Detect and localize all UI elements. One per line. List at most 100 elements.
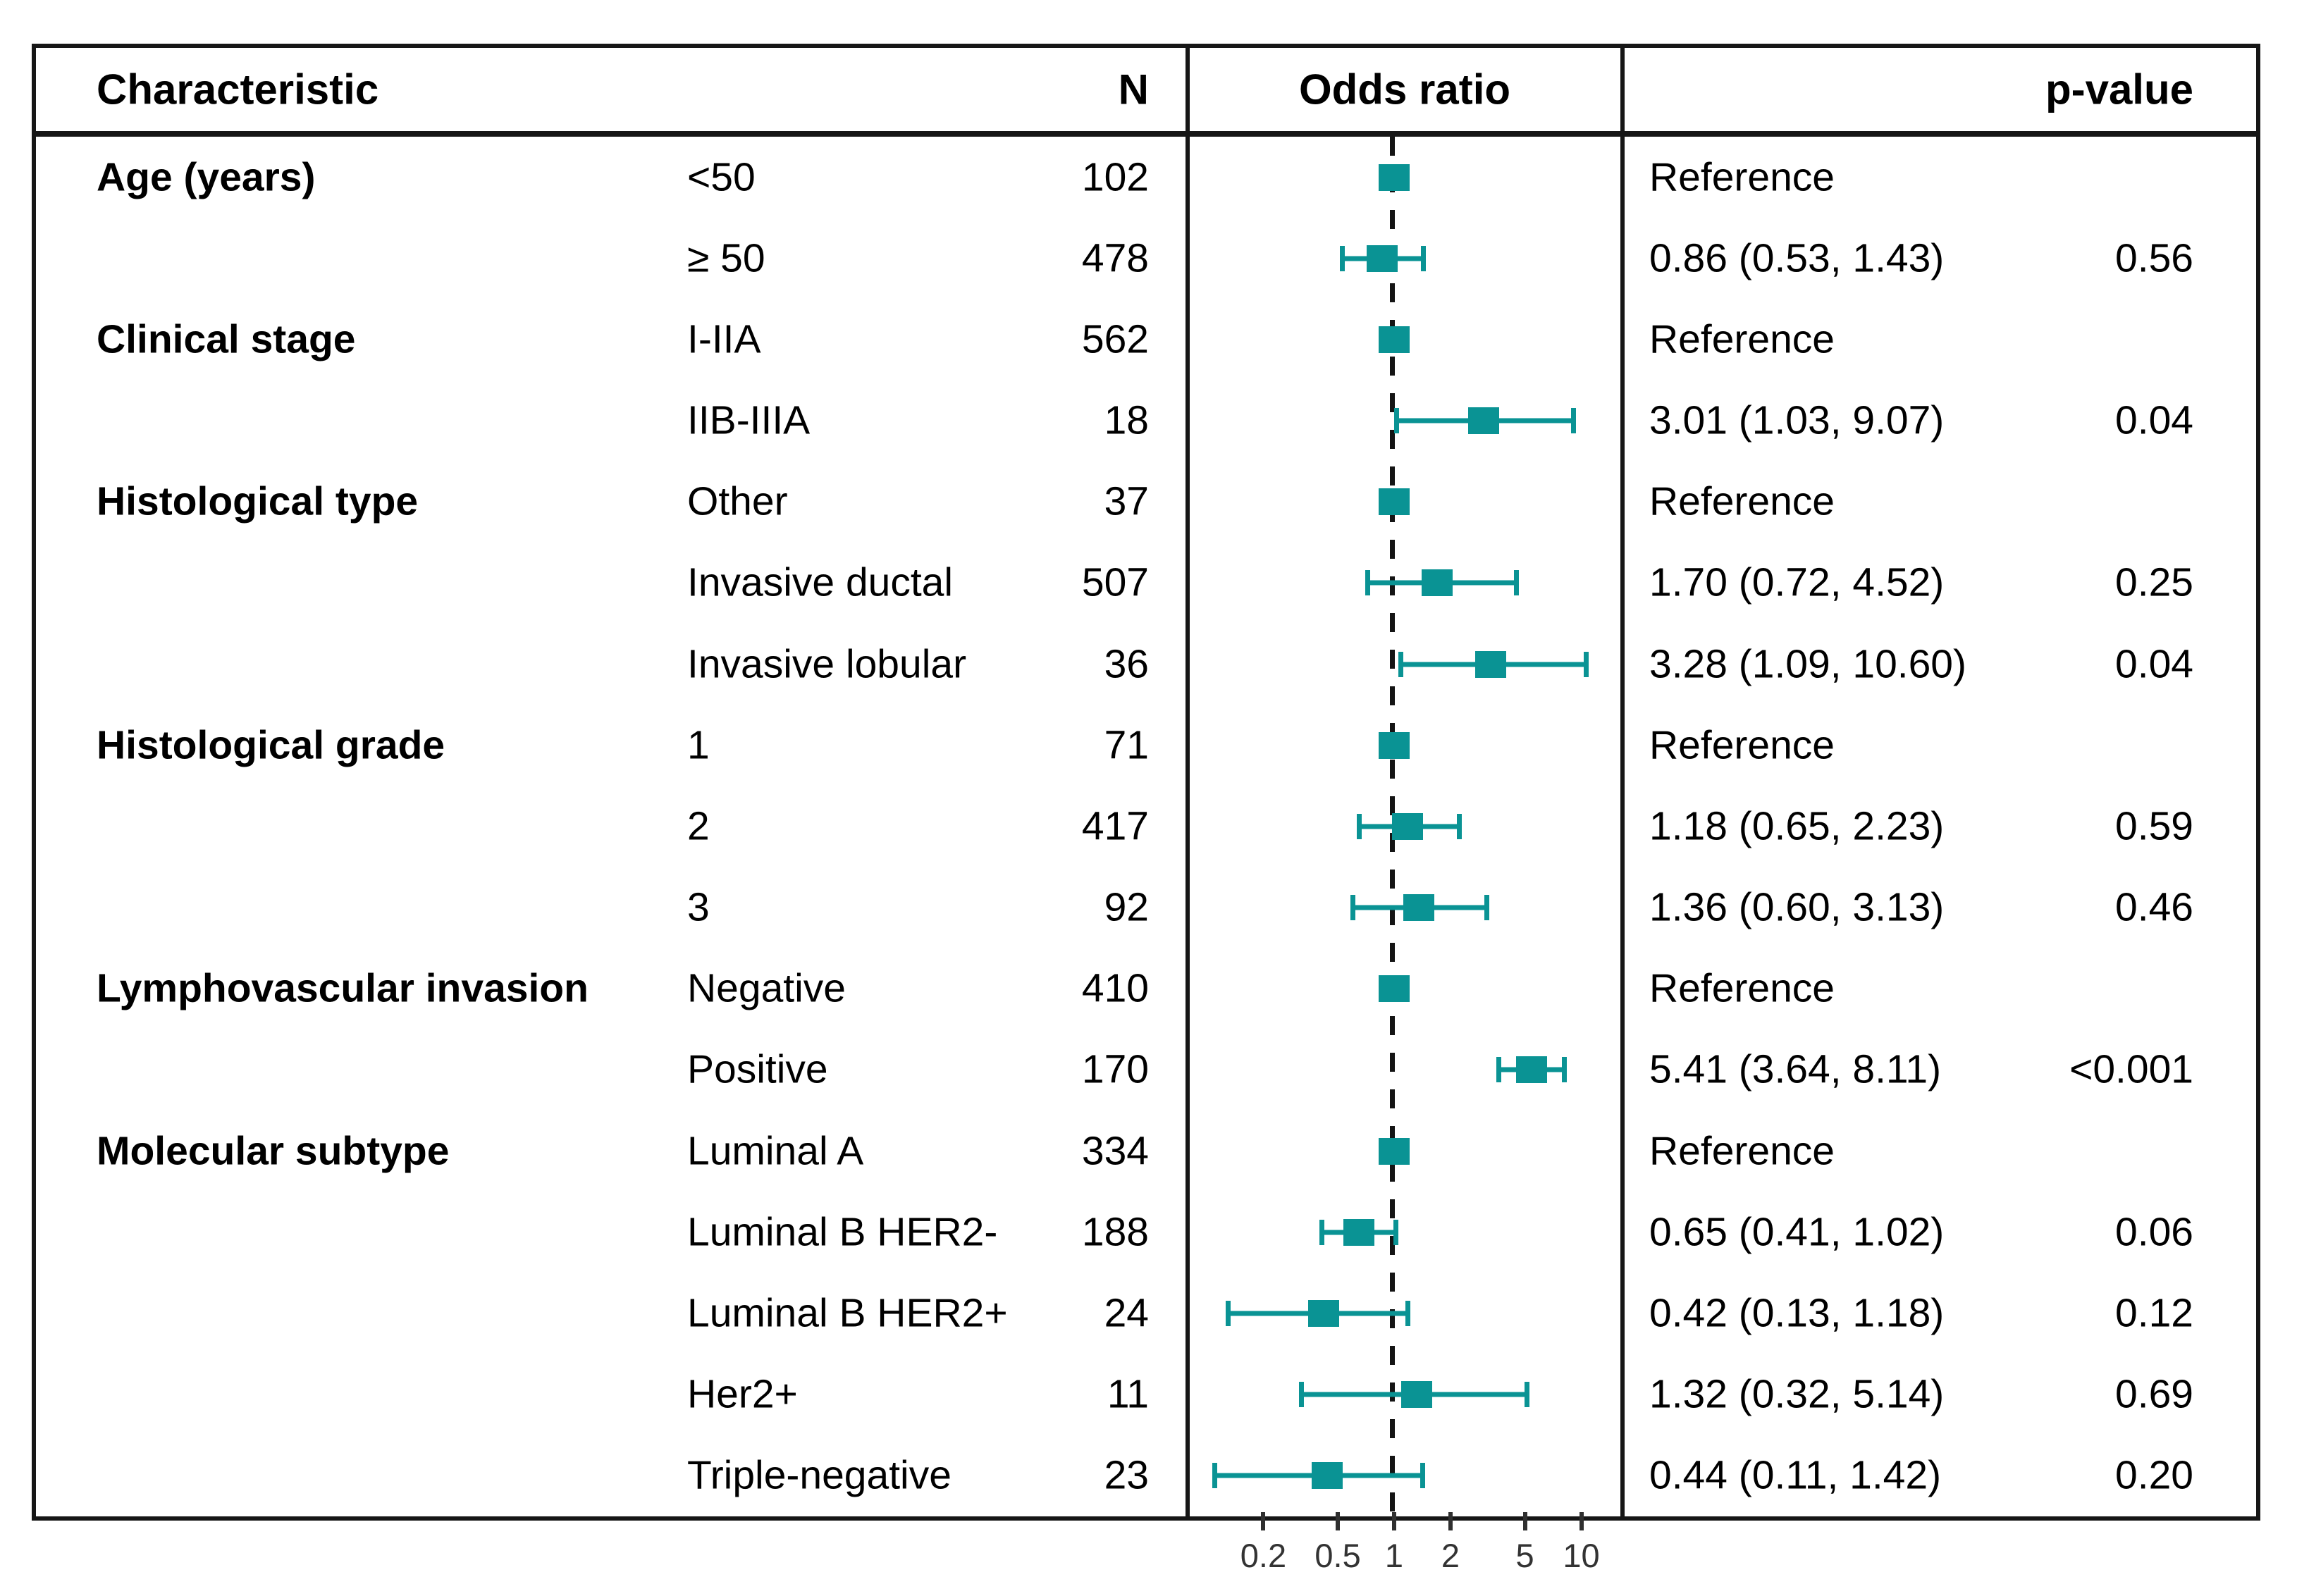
ci-cap (1365, 570, 1370, 596)
or-ci-text: 0.44 (0.11, 1.42) (1649, 1452, 1942, 1498)
level-label: Luminal A (687, 1128, 864, 1174)
x-axis-tick (1448, 1512, 1453, 1530)
ci-cap (1340, 245, 1345, 271)
ci-cap (1561, 1057, 1567, 1083)
ci-cap (1393, 408, 1399, 434)
level-label: I-IIA (687, 316, 761, 362)
ci-cap (1583, 651, 1589, 677)
or-point-marker (1401, 1381, 1432, 1409)
level-label: Positive (687, 1047, 828, 1093)
x-axis-tick-label: 5 (1515, 1537, 1534, 1574)
n-value: 36 (1104, 641, 1149, 687)
table-row: Histological type Other 37 Reference (36, 462, 2256, 543)
or-point-marker (1392, 812, 1424, 840)
forest-plot-table: Characteristic N Odds ratio p-value Age … (32, 44, 2260, 1521)
p-value-text: 0.59 (2115, 803, 2193, 849)
x-axis-tick (1579, 1512, 1584, 1530)
characteristic-label: Lymphovascular invasion (97, 965, 589, 1011)
ci-cap (1319, 1219, 1324, 1245)
p-value-text: <0.001 (2069, 1047, 2193, 1093)
or-point-marker (1422, 569, 1453, 597)
n-value: 102 (1081, 154, 1149, 200)
or-point-marker (1474, 650, 1506, 678)
x-axis-tick (1261, 1512, 1266, 1530)
n-value: 410 (1081, 965, 1149, 1011)
p-value-text: 0.20 (2115, 1452, 2193, 1498)
or-point-marker (1366, 245, 1398, 272)
p-value-text: 0.12 (2115, 1290, 2193, 1336)
level-label: 1 (687, 722, 710, 768)
or-point-marker (1307, 1299, 1339, 1327)
or-ci-text: 1.32 (0.32, 5.14) (1649, 1371, 1945, 1417)
n-value: 37 (1104, 478, 1149, 524)
ci-cap (1398, 651, 1404, 677)
header-p-value: p-value (2045, 66, 2193, 113)
n-value: 562 (1081, 316, 1149, 362)
ci-cap (1299, 1382, 1305, 1408)
or-point-marker (1468, 407, 1500, 435)
n-value: 334 (1081, 1128, 1149, 1174)
or-ci-text: 1.36 (0.60, 3.13) (1649, 884, 1945, 930)
or-point-marker (1379, 488, 1410, 516)
table-row: Lymphovascular invasion Negative 410 Ref… (36, 948, 2256, 1029)
or-ci-text: 5.41 (3.64, 8.11) (1649, 1047, 1942, 1093)
level-label: IIB-IIIA (687, 397, 811, 443)
or-point-marker (1403, 894, 1435, 922)
ci-cap (1484, 895, 1490, 921)
or-ci-text: Reference (1649, 316, 1835, 362)
characteristic-label: Molecular subtype (97, 1128, 450, 1174)
divider-plot-pvalue (1620, 48, 1625, 1516)
divider-n-plot (1186, 48, 1190, 1516)
or-ci-text: Reference (1649, 722, 1835, 768)
level-label: 3 (687, 884, 710, 930)
x-axis-tick-label: 10 (1563, 1537, 1600, 1574)
level-label: Triple-negative (687, 1452, 952, 1498)
or-point-marker (1515, 1056, 1547, 1084)
level-label: Luminal B HER2+ (687, 1290, 1008, 1336)
table-row: Her2+ 11 1.32 (0.32, 5.14) 0.69 (36, 1354, 2256, 1435)
x-axis-tick (1522, 1512, 1527, 1530)
ci-cap (1356, 813, 1362, 839)
table-row: Invasive lobular 36 3.28 (1.09, 10.60) 0… (36, 624, 2256, 705)
ci-cap (1514, 570, 1520, 596)
or-ci-text: 0.86 (0.53, 1.43) (1649, 235, 1945, 281)
ci-cap (1525, 1382, 1530, 1408)
ci-cap (1393, 1219, 1398, 1245)
ci-cap (1405, 1300, 1410, 1326)
or-ci-text: 0.42 (0.13, 1.18) (1649, 1290, 1945, 1336)
level-label: 2 (687, 803, 710, 849)
or-ci-text: 3.01 (1.03, 9.07) (1649, 397, 1945, 443)
table-row: Luminal B HER2- 188 0.65 (0.41, 1.02) 0.… (36, 1192, 2256, 1273)
or-ci-text: Reference (1649, 965, 1835, 1011)
p-value-text: 0.69 (2115, 1371, 2193, 1417)
header-n: N (1118, 66, 1149, 113)
level-label: Invasive lobular (687, 641, 967, 687)
p-value-text: 0.56 (2115, 235, 2193, 281)
or-point-marker (1379, 731, 1410, 759)
characteristic-label: Age (years) (97, 154, 316, 200)
n-value: 417 (1081, 803, 1149, 849)
x-axis-tick (1392, 1512, 1396, 1530)
ci-cap (1226, 1300, 1231, 1326)
table-row: Triple-negative 23 0.44 (0.11, 1.42) 0.2… (36, 1435, 2256, 1516)
ci-cap (1350, 895, 1355, 921)
n-value: 478 (1081, 235, 1149, 281)
table-row: ≥ 50 478 0.86 (0.53, 1.43) 0.56 (36, 218, 2256, 299)
or-ci-text: Reference (1649, 1128, 1835, 1174)
ci-cap (1570, 408, 1576, 434)
or-point-marker (1379, 326, 1410, 353)
header-odds-ratio: Odds ratio (1298, 66, 1511, 113)
x-axis-tick-label: 0.5 (1314, 1537, 1361, 1574)
x-axis-tick-label: 1 (1384, 1537, 1404, 1574)
or-point-marker (1343, 1218, 1375, 1246)
level-label: Other (687, 478, 788, 524)
p-value-text: 0.25 (2115, 560, 2193, 606)
x-axis-tick-label: 0.2 (1240, 1537, 1287, 1574)
or-point-marker (1379, 163, 1410, 191)
table-row: Invasive ductal 507 1.70 (0.72, 4.52) 0.… (36, 543, 2256, 624)
level-label: Her2+ (687, 1371, 798, 1417)
characteristic-label: Histological grade (97, 722, 445, 768)
n-value: 23 (1104, 1452, 1149, 1498)
level-label: <50 (687, 154, 756, 200)
characteristic-label: Histological type (97, 478, 419, 524)
